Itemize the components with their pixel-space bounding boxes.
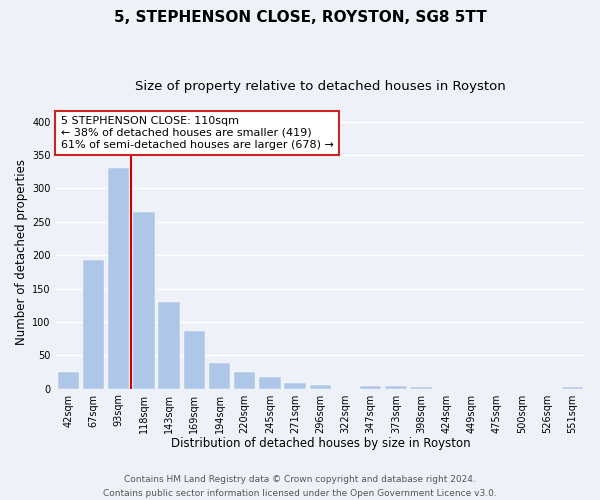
Bar [310,386,331,388]
Bar [234,372,256,388]
Bar [158,302,180,388]
Text: Contains HM Land Registry data © Crown copyright and database right 2024.
Contai: Contains HM Land Registry data © Crown c… [103,476,497,498]
Bar [133,212,155,388]
X-axis label: Distribution of detached houses by size in Royston: Distribution of detached houses by size … [170,437,470,450]
Text: 5, STEPHENSON CLOSE, ROYSTON, SG8 5TT: 5, STEPHENSON CLOSE, ROYSTON, SG8 5TT [113,10,487,25]
Bar [209,363,230,388]
Bar [108,168,130,388]
Bar [58,372,79,388]
Text: 5 STEPHENSON CLOSE: 110sqm
← 38% of detached houses are smaller (419)
61% of sem: 5 STEPHENSON CLOSE: 110sqm ← 38% of deta… [61,116,334,150]
Bar [360,386,382,388]
Bar [410,386,432,388]
Bar [385,386,407,388]
Bar [184,330,205,388]
Bar [284,384,306,388]
Bar [259,376,281,388]
Y-axis label: Number of detached properties: Number of detached properties [15,159,28,345]
Title: Size of property relative to detached houses in Royston: Size of property relative to detached ho… [135,80,506,93]
Bar [562,386,583,388]
Bar [83,260,104,388]
